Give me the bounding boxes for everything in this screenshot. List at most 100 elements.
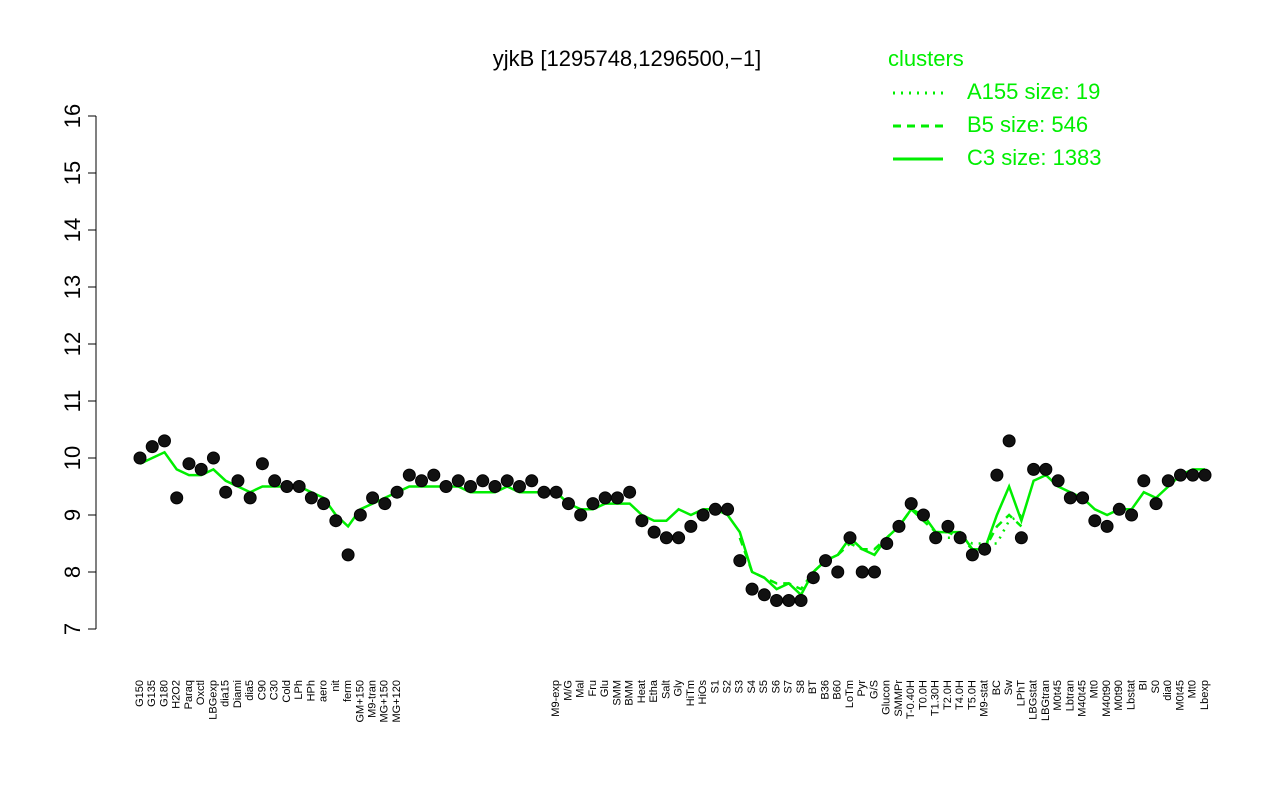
x-tick-label: T5.0H [966,680,978,710]
x-tick-label: M0t45 [1052,680,1064,711]
point [464,480,478,493]
point [1014,531,1028,545]
x-tick-label: Diami [232,680,244,708]
point [1063,491,1077,505]
series-line [139,450,1205,597]
x-tick-label: BT [807,680,819,694]
point [794,594,808,607]
point [843,531,857,545]
x-tick-label: Paraq [183,680,195,709]
point [610,491,624,505]
x-tick-label: G/S [868,680,880,699]
point [819,554,833,568]
x-tick-label: SMMPr [893,680,905,717]
x-tick-label: LBGexp [207,680,219,720]
x-tick-label: dia15 [220,680,232,707]
point [574,508,588,522]
point [1051,474,1065,488]
point [1125,508,1139,522]
point [929,531,943,545]
point [1002,434,1016,448]
point [696,508,710,522]
point [757,588,771,602]
point [965,548,979,562]
point [892,519,906,533]
x-tick-label: BI [1138,680,1150,690]
x-tick-label: MG+120 [391,680,403,723]
point [855,565,869,579]
point [476,474,490,488]
legend-label: B5 size: 546 [967,112,1088,137]
x-tick-label: Sw [1003,680,1015,695]
x-tick-label: H2O2 [171,680,183,709]
point [157,434,171,448]
point [317,497,331,511]
x-tick-label: dia0 [1162,680,1174,701]
point [512,480,526,493]
x-tick-label: Heat [636,680,648,703]
point [415,474,429,488]
x-tick-label: S4 [746,680,758,693]
point [182,457,196,471]
point [623,485,637,499]
point [341,548,355,562]
point [219,485,233,499]
point [549,485,563,499]
point [1039,462,1053,476]
point [721,502,735,516]
x-tick-label: S1 [709,680,721,693]
x-tick-label: B60 [832,680,844,700]
point [537,485,551,499]
point [206,451,220,465]
point [390,485,404,499]
x-tick-label: Glucon [881,680,893,715]
y-tick-label: 8 [60,566,85,578]
x-tick-label: M0t90 [1113,680,1125,711]
point [990,468,1004,482]
point [684,519,698,533]
x-tick-label: Lbexp [1199,680,1211,710]
x-tick-label: LPhT [1015,680,1027,707]
point [1174,468,1188,482]
point [904,497,918,511]
x-tick-label: LBGtran [1040,680,1052,721]
point [488,480,502,493]
x-tick-label: aero [318,680,330,702]
x-tick-label: M40t45 [1076,680,1088,717]
point [255,457,269,471]
legend-label: A155 size: 19 [967,79,1100,104]
x-tick-label: LBGstat [1028,680,1040,720]
point [659,531,673,545]
y-tick-label: 12 [60,332,85,356]
point [170,491,184,505]
point [647,525,661,539]
x-tick-label: C90 [256,680,268,700]
x-tick-label: Mal [575,680,587,698]
x-tick-label: T-0.40H [905,680,917,719]
point [243,491,257,505]
x-tick-label: B36 [819,680,831,700]
x-tick-label: Mt0 [1089,680,1101,698]
x-tick-label: SMM [611,680,623,706]
point [1112,502,1126,516]
point [1149,497,1163,511]
x-tick-label: G180 [158,680,170,707]
x-tick-label: LPh [293,680,305,700]
point [1186,468,1200,482]
x-tick-label: T2.0H [942,680,954,710]
x-tick-label: MG+150 [379,680,391,723]
point [867,565,881,579]
point [500,474,514,488]
x-tick-label: M0t45 [1174,680,1186,711]
x-tick-label: ferm [342,680,354,702]
x-tick-label: S6 [770,680,782,693]
y-tick-label: 15 [60,161,85,185]
point [733,554,747,568]
point [194,462,208,476]
y-tick-label: 14 [60,218,85,242]
point [280,480,294,493]
point [561,497,575,511]
point [782,594,796,607]
x-tick-label: Pyr [856,680,868,697]
